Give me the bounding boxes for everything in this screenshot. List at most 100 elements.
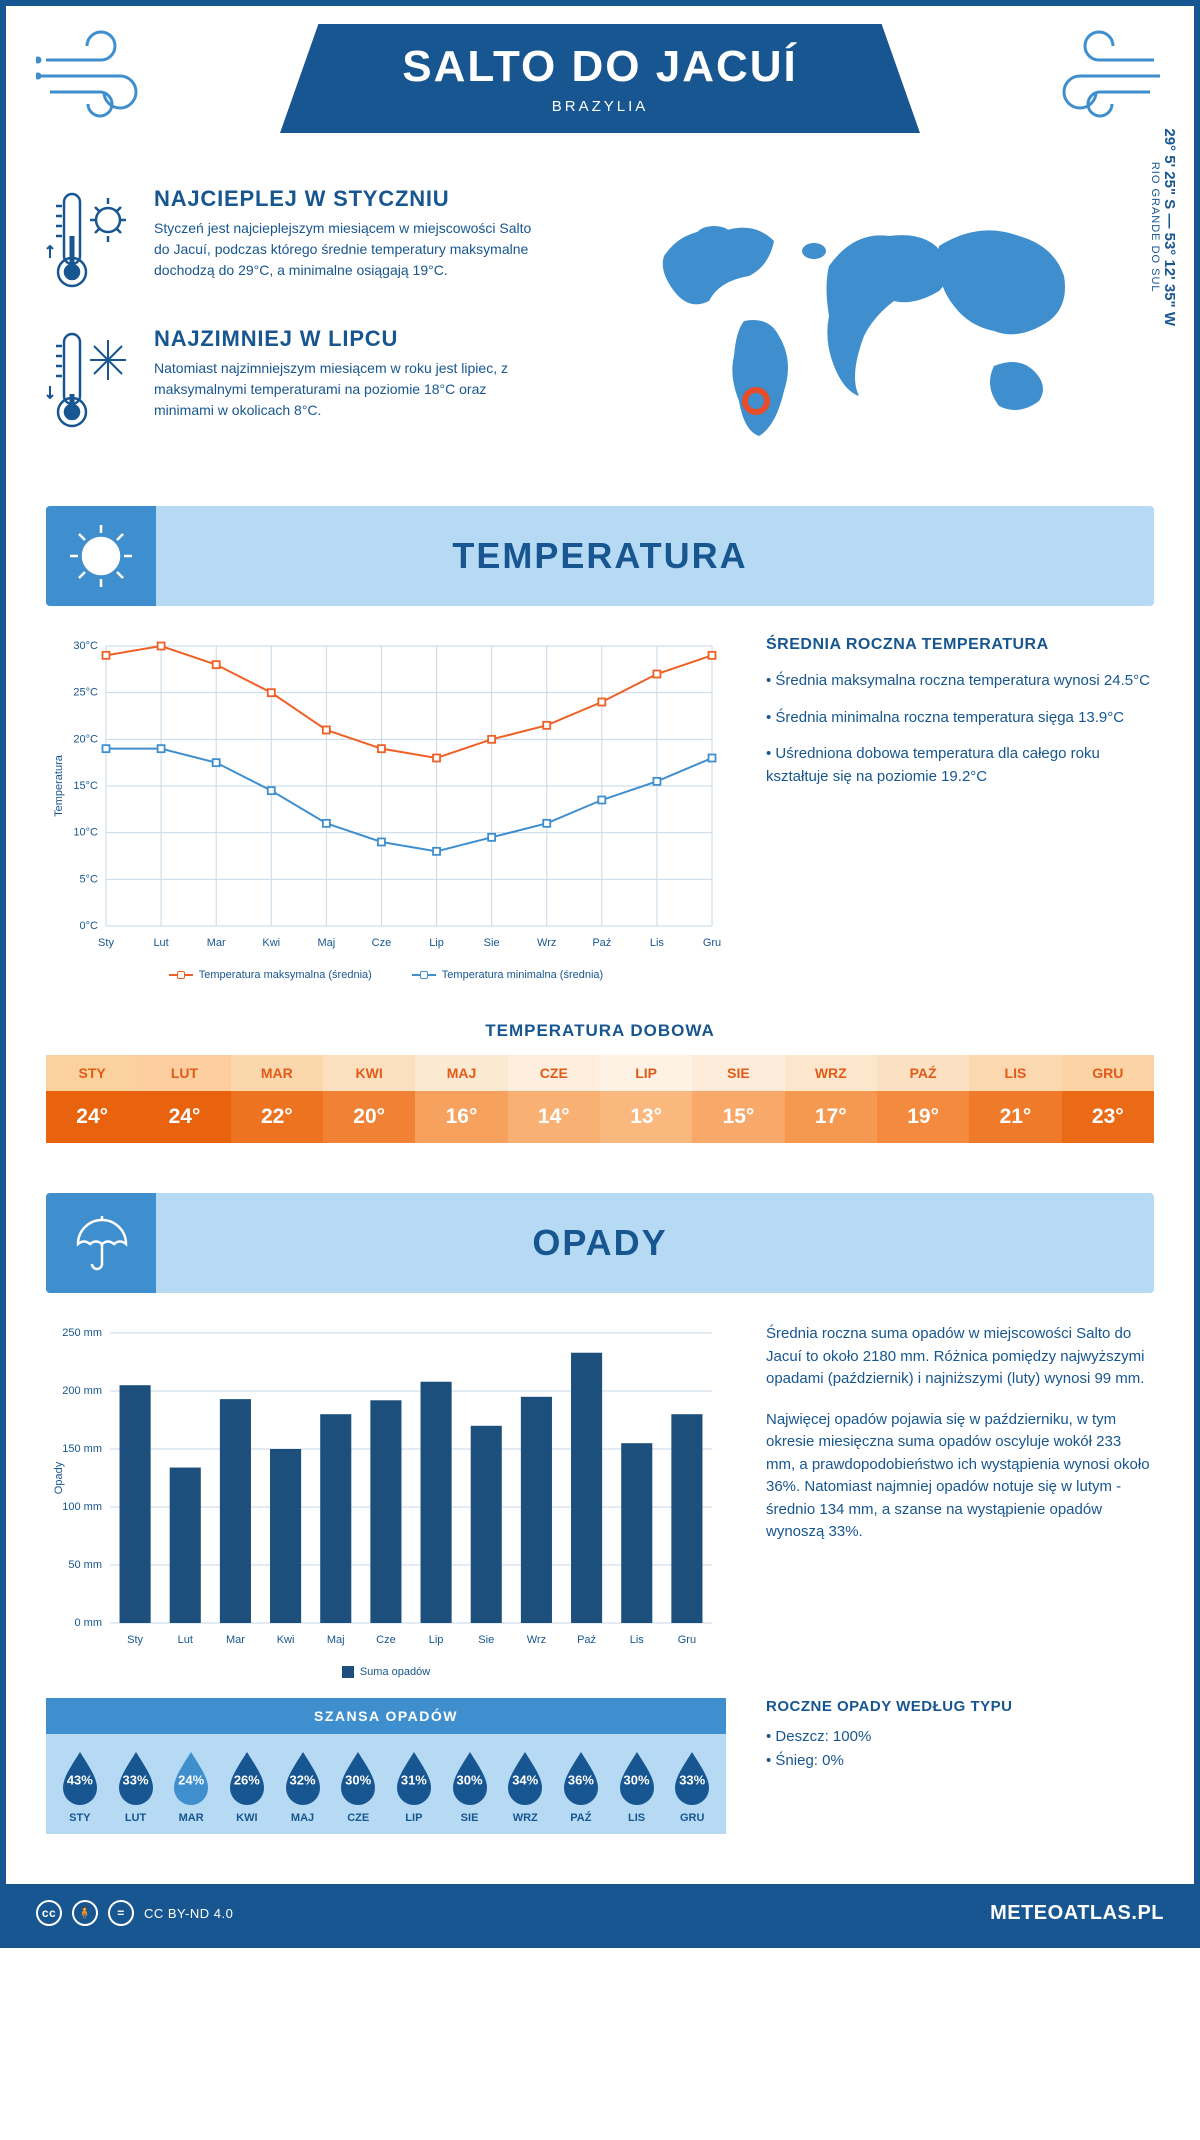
- page-subtitle: BRAZYLIA: [350, 98, 850, 115]
- daily-temp-table: STY 24° LUT 24° MAR 22° KWI 20° MAJ 16° …: [46, 1055, 1154, 1143]
- license-badges: cc 🧍 = CC BY-ND 4.0: [36, 1900, 233, 1926]
- daily-temp-title: TEMPERATURA DOBOWA: [6, 1021, 1194, 1041]
- precip-row: 0 mm50 mm100 mm150 mm200 mm250 mmOpadySt…: [6, 1323, 1194, 1698]
- svg-text:200 mm: 200 mm: [62, 1385, 102, 1397]
- raindrop-icon: 30%: [447, 1748, 493, 1806]
- precip-chart: 0 mm50 mm100 mm150 mm200 mm250 mmOpadySt…: [46, 1323, 726, 1678]
- nd-icon: =: [108, 1900, 134, 1926]
- svg-text:100 mm: 100 mm: [62, 1501, 102, 1513]
- svg-text:Temperatura: Temperatura: [53, 754, 65, 817]
- svg-text:Maj: Maj: [327, 1634, 345, 1646]
- daily-temp-cell: SIE 15°: [692, 1055, 784, 1143]
- chart-legend: Temperatura maksymalna (średnia) Tempera…: [46, 969, 726, 981]
- chart-legend: Suma opadów: [46, 1666, 726, 1678]
- thermometer-snow-icon: [46, 326, 136, 436]
- sun-icon: [46, 506, 156, 606]
- svg-text:Lut: Lut: [153, 937, 168, 949]
- svg-text:Gru: Gru: [703, 937, 721, 949]
- raindrop-icon: 30%: [614, 1748, 660, 1806]
- raindrop-icon: 26%: [224, 1748, 270, 1806]
- svg-text:5°C: 5°C: [80, 873, 99, 885]
- svg-text:Cze: Cze: [376, 1634, 396, 1646]
- svg-text:Lip: Lip: [429, 937, 444, 949]
- site-name: METEOATLAS.PL: [990, 1902, 1164, 1925]
- stats-title: ŚREDNIA ROCZNA TEMPERATURA: [766, 636, 1154, 654]
- daily-temp-cell: PAŹ 19°: [877, 1055, 969, 1143]
- coordinates-label: 29° 5' 25" S — 53° 12' 35" W RIO GRANDE …: [1150, 128, 1179, 326]
- title-banner: SALTO DO JACUÍ BRAZYLIA: [280, 24, 920, 133]
- temperature-stats: ŚREDNIA ROCZNA TEMPERATURA • Średnia mak…: [766, 636, 1154, 981]
- raindrop-icon: 34%: [502, 1748, 548, 1806]
- intro-row: NAJCIEPLEJ W STYCZNIU Styczeń jest najci…: [6, 176, 1194, 496]
- fact-text: Styczeń jest najcieplejszym miesiącem w …: [154, 218, 534, 281]
- svg-text:Sie: Sie: [478, 1634, 494, 1646]
- svg-text:150 mm: 150 mm: [62, 1443, 102, 1455]
- svg-text:Maj: Maj: [317, 937, 335, 949]
- szansa-and-type-row: SZANSA OPADÓW 43% STY 33% LUT 24% MAR 26…: [6, 1698, 1194, 1864]
- precip-type-stats: ROCZNE OPADY WEDŁUG TYPU • Deszcz: 100% …: [766, 1698, 1154, 1834]
- page-frame: SALTO DO JACUÍ BRAZYLIA: [0, 0, 1200, 1948]
- umbrella-icon: [46, 1193, 156, 1293]
- temperature-row: 0°C5°C10°C15°C20°C25°C30°CStyLutMarKwiMa…: [6, 636, 1194, 1011]
- svg-text:Sie: Sie: [484, 937, 500, 949]
- fact-title: NAJZIMNIEJ W LIPCU: [154, 326, 534, 352]
- precip-type-title: ROCZNE OPADY WEDŁUG TYPU: [766, 1698, 1154, 1715]
- svg-text:Opady: Opady: [53, 1461, 65, 1494]
- rain-chance-cell: 30% LIS: [609, 1748, 665, 1824]
- section-banner-precip: OPADY: [46, 1193, 1154, 1293]
- svg-text:250 mm: 250 mm: [62, 1327, 102, 1339]
- daily-temp-cell: MAJ 16°: [415, 1055, 507, 1143]
- rain-chance-cell: 43% STY: [52, 1748, 108, 1824]
- svg-text:Sty: Sty: [98, 937, 114, 949]
- svg-text:Lis: Lis: [630, 1634, 645, 1646]
- thermometer-sun-icon: [46, 186, 136, 296]
- fact-text: Natomiast najzimniejszym miesiącem w rok…: [154, 358, 534, 421]
- raindrop-icon: 43%: [57, 1748, 103, 1806]
- daily-temp-cell: GRU 23°: [1062, 1055, 1154, 1143]
- footer: cc 🧍 = CC BY-ND 4.0 METEOATLAS.PL: [6, 1884, 1194, 1942]
- license-text: CC BY-ND 4.0: [144, 1906, 233, 1921]
- rain-chance-cell: 32% MAJ: [275, 1748, 331, 1824]
- precip-stats: Średnia roczna suma opadów w miejscowośc…: [766, 1323, 1154, 1678]
- svg-text:Lip: Lip: [429, 1634, 444, 1646]
- rain-chance-cell: 33% LUT: [108, 1748, 164, 1824]
- rain-chance-cell: 30% CZE: [330, 1748, 386, 1824]
- rain-chance-cell: 24% MAR: [163, 1748, 219, 1824]
- svg-text:Gru: Gru: [678, 1634, 696, 1646]
- fact-title: NAJCIEPLEJ W STYCZNIU: [154, 186, 534, 212]
- daily-temp-cell: CZE 14°: [508, 1055, 600, 1143]
- raindrop-icon: 33%: [113, 1748, 159, 1806]
- svg-text:15°C: 15°C: [73, 780, 98, 792]
- cc-icon: cc: [36, 1900, 62, 1926]
- svg-text:25°C: 25°C: [73, 687, 98, 699]
- fact-coldest: NAJZIMNIEJ W LIPCU Natomiast najzimniejs…: [46, 326, 604, 436]
- daily-temp-cell: LIP 13°: [600, 1055, 692, 1143]
- svg-text:30°C: 30°C: [73, 640, 98, 652]
- section-title: OPADY: [532, 1222, 667, 1264]
- svg-text:10°C: 10°C: [73, 827, 98, 839]
- map-column: 29° 5' 25" S — 53° 12' 35" W RIO GRANDE …: [634, 186, 1154, 466]
- svg-text:Cze: Cze: [372, 937, 392, 949]
- svg-text:50 mm: 50 mm: [68, 1559, 102, 1571]
- raindrop-icon: 36%: [558, 1748, 604, 1806]
- by-icon: 🧍: [72, 1900, 98, 1926]
- svg-text:Mar: Mar: [226, 1634, 245, 1646]
- wind-icon: [1034, 30, 1164, 125]
- daily-temp-cell: MAR 22°: [231, 1055, 323, 1143]
- page-title: SALTO DO JACUÍ: [350, 42, 850, 92]
- fact-warmest: NAJCIEPLEJ W STYCZNIU Styczeń jest najci…: [46, 186, 604, 296]
- svg-text:Kwi: Kwi: [262, 937, 280, 949]
- header: SALTO DO JACUÍ BRAZYLIA: [6, 6, 1194, 176]
- svg-text:Wrz: Wrz: [537, 937, 556, 949]
- svg-text:Lis: Lis: [650, 937, 665, 949]
- section-title: TEMPERATURA: [452, 535, 747, 577]
- raindrop-icon: 24%: [168, 1748, 214, 1806]
- rain-chance-cell: 26% KWI: [219, 1748, 275, 1824]
- section-banner-temperature: TEMPERATURA: [46, 506, 1154, 606]
- daily-temp-cell: LIS 21°: [969, 1055, 1061, 1143]
- raindrop-icon: 32%: [280, 1748, 326, 1806]
- raindrop-icon: 31%: [391, 1748, 437, 1806]
- rain-chance-title: SZANSA OPADÓW: [46, 1698, 726, 1734]
- svg-text:Kwi: Kwi: [277, 1634, 295, 1646]
- daily-temp-cell: LUT 24°: [138, 1055, 230, 1143]
